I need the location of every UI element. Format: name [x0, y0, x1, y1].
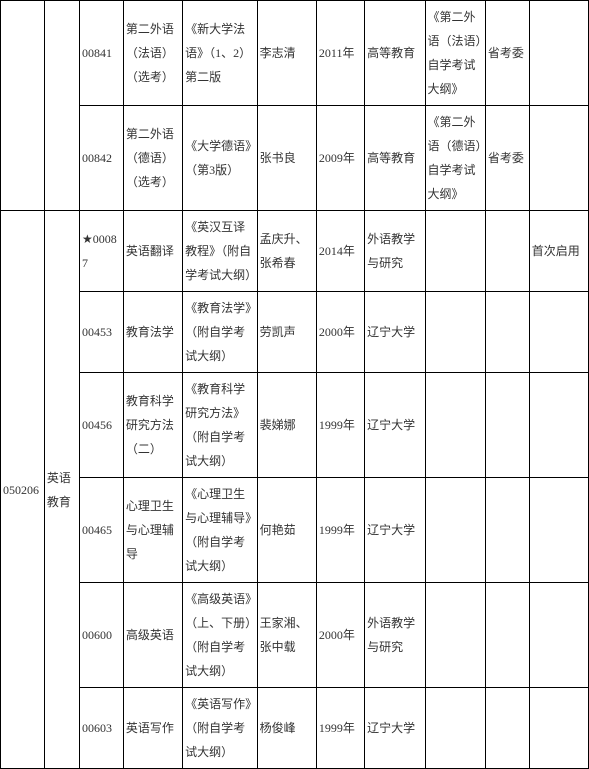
cell-course-code: 00841: [79, 1, 123, 106]
cell-course-code: 00603: [79, 688, 123, 769]
cell-outline: [425, 373, 485, 478]
cell-committee: 省考委: [485, 1, 529, 106]
table-row: 00841 第二外语（法语）（选考） 《新大学法语》（1、2）第二版 李志清 2…: [1, 1, 589, 106]
cell-year: 2000年: [316, 292, 364, 373]
cell-note: [529, 688, 588, 769]
cell-committee: [485, 688, 529, 769]
cell-outline: [425, 211, 485, 292]
cell-outline: [425, 478, 485, 583]
cell-note: [529, 1, 588, 106]
cell-course-code: ★00087: [79, 211, 123, 292]
cell-course-code: 00456: [79, 373, 123, 478]
cell-course-code: 00842: [79, 106, 123, 211]
cell-note: [529, 373, 588, 478]
cell-note: [529, 478, 588, 583]
table-row: 00842 第二外语（德语）（选考） 《大学德语》（第3版） 张书良 2009年…: [1, 106, 589, 211]
cell-author: 李志清: [257, 1, 316, 106]
cell-book: 《英语写作》（附自学考试大纲）: [183, 688, 258, 769]
cell-author: 何艳茹: [257, 478, 316, 583]
cell-year: 2011年: [316, 1, 364, 106]
cell-course-name: 心理卫生与心理辅导: [123, 478, 182, 583]
cell-book: 《新大学法语》（1、2）第二版: [183, 1, 258, 106]
cell-course-code: 00465: [79, 478, 123, 583]
table-row: 00453 教育法学 《教育法学》（附自学考试大纲） 劳凯声 2000年 辽宁大…: [1, 292, 589, 373]
cell-major-name: 英语教育: [44, 211, 79, 769]
cell-book: 《心理卫生与心理辅导》（附自学考试大纲）: [183, 478, 258, 583]
table-row: 00603 英语写作 《英语写作》（附自学考试大纲） 杨俊峰 1999年 辽宁大…: [1, 688, 589, 769]
cell-course-code: 00453: [79, 292, 123, 373]
cell-course-name: 高级英语: [123, 583, 182, 688]
cell-year: 2009年: [316, 106, 364, 211]
cell-publisher: 高等教育: [365, 106, 425, 211]
cell-course-code: 00600: [79, 583, 123, 688]
cell-committee: [485, 583, 529, 688]
cell-year: 1999年: [316, 373, 364, 478]
cell-note: 首次启用: [529, 211, 588, 292]
cell-course-name: 教育科学研究方法（二）: [123, 373, 182, 478]
cell-year: 1999年: [316, 478, 364, 583]
cell-course-name: 第二外语（德语）（选考）: [123, 106, 182, 211]
cell-outline: [425, 292, 485, 373]
cell-course-name: 第二外语（法语）（选考）: [123, 1, 182, 106]
cell-author: 劳凯声: [257, 292, 316, 373]
table-row: 050206 英语教育 ★00087 英语翻译 《英汉互译教程》（附自学考试大纲…: [1, 211, 589, 292]
cell-year: 2014年: [316, 211, 364, 292]
cell-blank: [44, 1, 79, 211]
cell-committee: [485, 211, 529, 292]
cell-outline: [425, 688, 485, 769]
cell-committee: 省考委: [485, 106, 529, 211]
cell-publisher: 辽宁大学: [365, 688, 425, 769]
cell-book: 《大学德语》（第3版）: [183, 106, 258, 211]
cell-course-name: 教育法学: [123, 292, 182, 373]
cell-course-name: 英语写作: [123, 688, 182, 769]
table-row: 00600 高级英语 《高级英语》（上、下册）（附自学考试大纲） 王家湘、张中载…: [1, 583, 589, 688]
course-table: 00841 第二外语（法语）（选考） 《新大学法语》（1、2）第二版 李志清 2…: [0, 0, 589, 769]
cell-note: [529, 583, 588, 688]
cell-year: 2000年: [316, 583, 364, 688]
cell-committee: [485, 292, 529, 373]
cell-outline: [425, 583, 485, 688]
cell-book: 《英汉互译教程》（附自学考试大纲）: [183, 211, 258, 292]
cell-author: 孟庆升、张希春: [257, 211, 316, 292]
cell-committee: [485, 373, 529, 478]
cell-author: 王家湘、张中载: [257, 583, 316, 688]
table-row: 00465 心理卫生与心理辅导 《心理卫生与心理辅导》（附自学考试大纲） 何艳茹…: [1, 478, 589, 583]
cell-note: [529, 292, 588, 373]
cell-note: [529, 106, 588, 211]
cell-major-code: 050206: [1, 211, 45, 769]
cell-book: 《教育法学》（附自学考试大纲）: [183, 292, 258, 373]
cell-course-name: 英语翻译: [123, 211, 182, 292]
cell-publisher: 辽宁大学: [365, 292, 425, 373]
cell-author: 裴娣娜: [257, 373, 316, 478]
cell-book: 《教育科学研究方法》（附自学考试大纲）: [183, 373, 258, 478]
cell-publisher: 外语教学与研究: [365, 583, 425, 688]
cell-author: 张书良: [257, 106, 316, 211]
cell-publisher: 辽宁大学: [365, 478, 425, 583]
cell-publisher: 外语教学与研究: [365, 211, 425, 292]
cell-committee: [485, 478, 529, 583]
cell-outline: 《第二外语（法语）自学考试大纲》: [425, 1, 485, 106]
cell-publisher: 高等教育: [365, 1, 425, 106]
cell-publisher: 辽宁大学: [365, 373, 425, 478]
cell-author: 杨俊峰: [257, 688, 316, 769]
cell-outline: 《第二外语（德语）自学考试大纲》: [425, 106, 485, 211]
cell-book: 《高级英语》（上、下册）（附自学考试大纲）: [183, 583, 258, 688]
cell-blank: [1, 1, 45, 211]
cell-year: 1999年: [316, 688, 364, 769]
table-row: 00456 教育科学研究方法（二） 《教育科学研究方法》（附自学考试大纲） 裴娣…: [1, 373, 589, 478]
